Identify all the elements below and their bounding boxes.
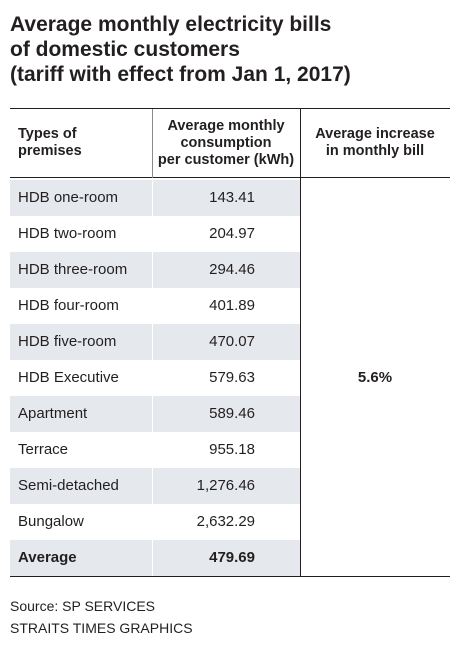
- consumption-value: 401.89: [209, 297, 255, 314]
- graphics-credit: STRAITS TIMES GRAPHICS: [10, 620, 193, 636]
- average-label: Average: [18, 549, 77, 566]
- increase-column-divider: [300, 109, 301, 576]
- average-increase-value: 5.6%: [357, 368, 393, 386]
- consumption-value: 294.46: [209, 261, 255, 278]
- consumption-value: 1,276.46: [196, 477, 255, 494]
- table-row: HDB two-room 204.97: [10, 216, 300, 252]
- premise-name: HDB Executive: [18, 369, 119, 386]
- consumption-value: 579.63: [209, 369, 255, 386]
- table-row: Semi-detached 1,276.46: [10, 468, 300, 504]
- average-row: Average 479.69: [10, 540, 300, 576]
- header-increase-line-1: Average increase: [315, 126, 435, 142]
- table-row: HDB one-room 143.41: [10, 180, 300, 216]
- table-row: Apartment 589.46: [10, 396, 300, 432]
- premise-name: HDB four-room: [18, 297, 119, 314]
- cell-divider: [152, 180, 153, 216]
- consumption-value: 204.97: [209, 225, 255, 242]
- table-row: Bungalow 2,632.29: [10, 504, 300, 540]
- table-row: HDB four-room 401.89: [10, 288, 300, 324]
- source-credit: Source: SP SERVICES STRAITS TIMES GRAPHI…: [10, 595, 193, 639]
- header-increase: Average increase in monthly bill: [300, 109, 450, 177]
- header-premises-line-2: premises: [18, 143, 82, 159]
- title-line-1: Average monthly electricity bills: [10, 13, 332, 36]
- table-row: HDB Executive 579.63: [10, 360, 300, 396]
- consumption-value: 589.46: [209, 405, 255, 422]
- chart-title: Average monthly electricity bills of dom…: [10, 12, 450, 87]
- table-row: HDB five-room 470.07: [10, 324, 300, 360]
- premise-name: Semi-detached: [18, 477, 119, 494]
- header-premises: Types of premises: [10, 109, 152, 177]
- header-column-divider: [152, 109, 153, 178]
- consumption-value: 955.18: [209, 441, 255, 458]
- premise-name: HDB five-room: [18, 333, 117, 350]
- premise-name: HDB one-room: [18, 189, 119, 206]
- consumption-value: 470.07: [209, 333, 255, 350]
- header-premises-line-1: Types of: [18, 126, 77, 142]
- header-consumption-line-2: consumption: [180, 134, 272, 151]
- premise-name: Terrace: [18, 441, 69, 458]
- average-value: 479.69: [209, 549, 255, 566]
- table-header: Types of premises Average monthly consum…: [10, 109, 450, 178]
- consumption-value: 2,632.29: [196, 513, 255, 530]
- title-line-2: of domestic customers: [10, 38, 240, 61]
- cell-divider: [152, 252, 153, 288]
- premise-name: HDB three-room: [18, 261, 128, 278]
- header-increase-line-2: in monthly bill: [325, 143, 425, 159]
- cell-divider: [152, 324, 153, 360]
- cell-divider: [152, 396, 153, 432]
- consumption-value: 143.41: [209, 189, 255, 206]
- premise-name: Apartment: [18, 405, 88, 422]
- table-row: Terrace 955.18: [10, 432, 300, 468]
- premise-name: Bungalow: [18, 513, 84, 530]
- header-consumption-line-1: Average monthly: [167, 117, 285, 134]
- table-row: HDB three-room 294.46: [10, 252, 300, 288]
- header-consumption-line-3: per customer (kWh): [157, 151, 295, 168]
- title-line-3: (tariff with effect from Jan 1, 2017): [10, 63, 351, 86]
- cell-divider: [152, 468, 153, 504]
- header-consumption: Average monthly consumption per customer…: [152, 109, 300, 177]
- premise-name: HDB two-room: [18, 225, 117, 242]
- source-text: Source: SP SERVICES: [10, 598, 155, 614]
- cell-divider: [152, 540, 153, 576]
- electricity-bill-table: Types of premises Average monthly consum…: [10, 108, 450, 577]
